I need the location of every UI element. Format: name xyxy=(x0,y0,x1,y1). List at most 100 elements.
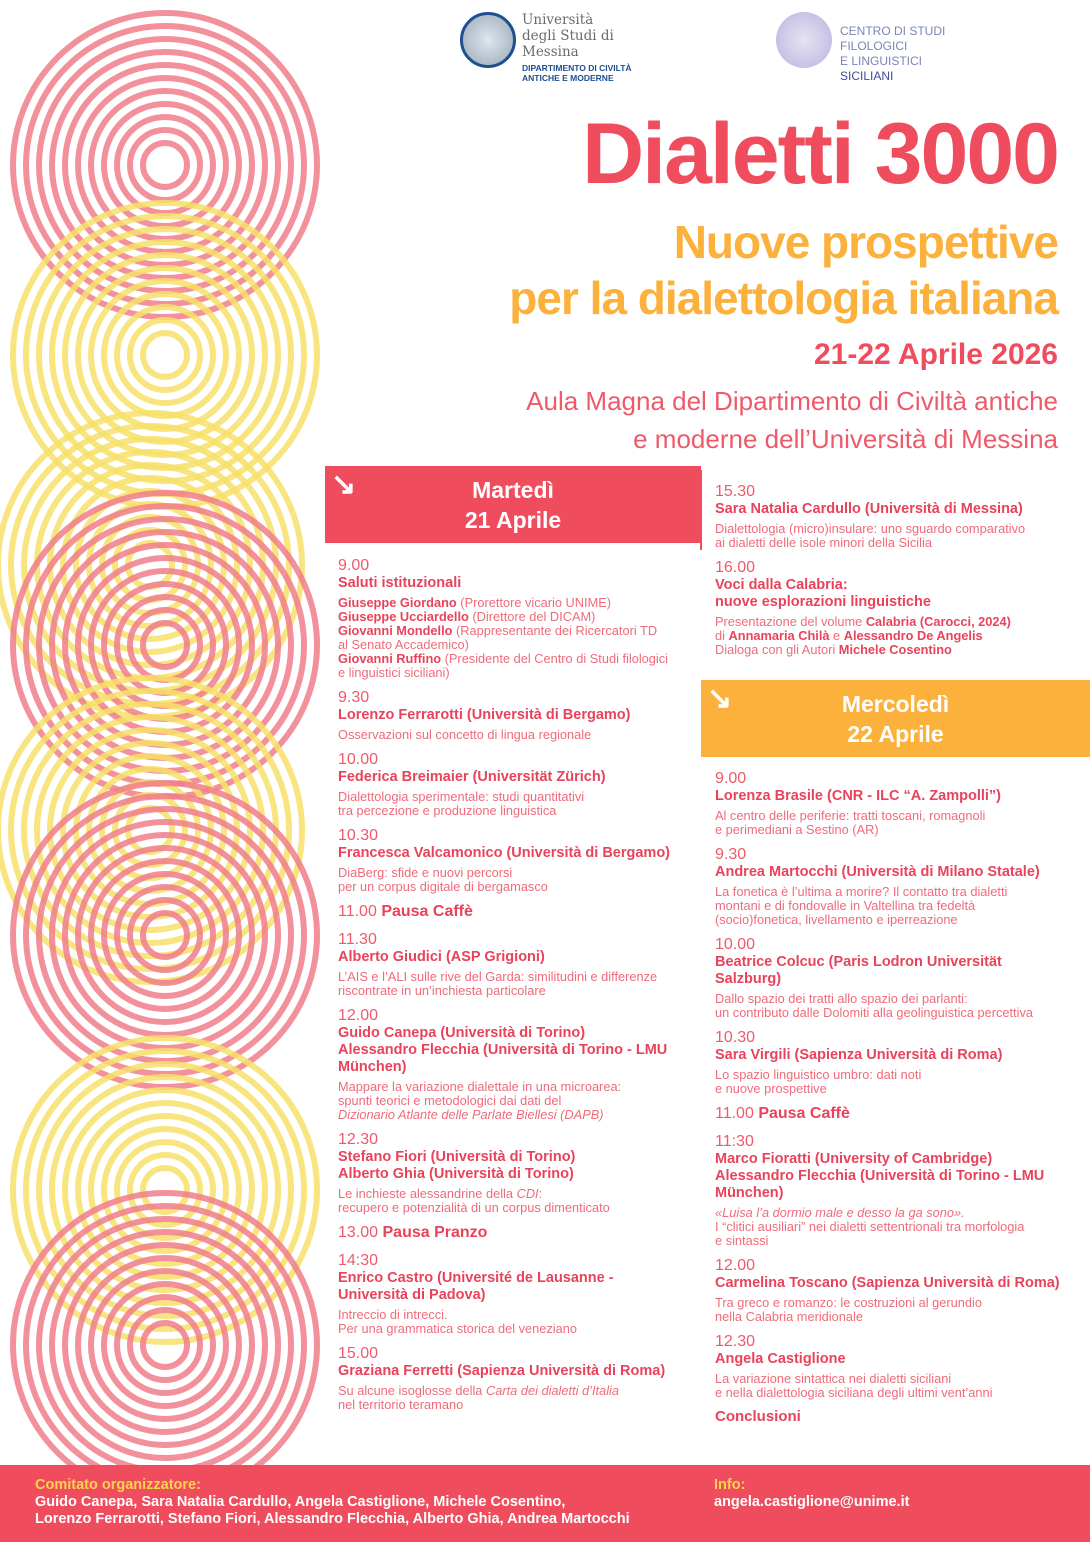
item-title: nuove esplorazioni linguistiche xyxy=(715,594,931,610)
description-line: La fonetica è l’ultima a morire? Il cont… xyxy=(715,885,1085,899)
description-line: Dallo spazio dei tratti allo spazio dei … xyxy=(715,992,1085,1006)
stripe-ring xyxy=(75,1100,255,1280)
centro-line: FILOLOGICI xyxy=(840,39,908,53)
item-time: 12.00 xyxy=(715,1257,756,1274)
description-text: Dialettologia (micro)insulare: uno sguar… xyxy=(715,521,1026,536)
day1-weekday: Martedì xyxy=(472,477,554,503)
schedule-item: 14:30 Enrico Castro (Université de Lausan… xyxy=(338,1251,698,1336)
stripe-ring xyxy=(127,897,203,973)
stripe-ring xyxy=(49,1074,281,1306)
item-title: Francesca Valcamonico (Università di Ber… xyxy=(338,845,671,861)
description-text: e linguistici siciliani) xyxy=(338,665,450,680)
stripe-ring xyxy=(101,291,229,419)
department-name: DIPARTIMENTO DI CIVILTÀ ANTICHE E MODERN… xyxy=(522,63,632,83)
stripe-ring xyxy=(10,10,320,320)
schedule-item: 10.00 Beatrice Colcuc (Paris Lodron Unive… xyxy=(715,935,1085,1020)
description-text: Tra greco e romanzo: le costruzioni al g… xyxy=(715,1295,982,1310)
arrow-down-right-icon: ↘ xyxy=(707,682,733,715)
pause-item: 11.00 Pausa Caffè xyxy=(338,902,698,921)
item-description: La variazione sintattica nei dialetti si… xyxy=(715,1372,1085,1400)
description-line: (socio)fonetica, livellamento e iperreaz… xyxy=(715,913,1085,927)
item-title: Alberto Giudici (ASP Grigioni) xyxy=(338,949,545,965)
stripe-ring xyxy=(10,1035,320,1345)
description-text: (Prorettore vicario UNIME) xyxy=(456,595,612,610)
event-title: Dialetti 3000 xyxy=(582,106,1060,202)
description-text: (Direttore del DICAM) xyxy=(468,609,596,624)
item-title: Università di Padova) xyxy=(338,1287,486,1303)
schedule-item: 12.30 Stefano Fiori (Università di Torino… xyxy=(338,1130,698,1215)
item-description: Lo spazio linguistico umbro: dati noti e … xyxy=(715,1068,1085,1096)
description-line: e sintassi xyxy=(715,1234,1085,1248)
description-text: Le inchieste alessandrine della xyxy=(338,1186,517,1201)
description-text: Lo spazio linguistico umbro: dati noti xyxy=(715,1067,922,1082)
item-time: 9.30 xyxy=(715,846,747,863)
item-title: Federica Breimaier (Universität Zürich) xyxy=(338,769,606,785)
event-subtitle: Nuove prospettive per la dialettologia i… xyxy=(509,214,1059,326)
pause-label: Pausa Caffè xyxy=(381,903,473,920)
description-text: Giuseppe Ucciardello xyxy=(338,609,469,624)
stripe-ring xyxy=(62,832,268,1038)
schedule-item: 9.00 Saluti istituzionali Giuseppe Giordan… xyxy=(338,556,698,680)
item-description: Mappare la variazione dialettale in una … xyxy=(338,1080,698,1122)
description-text: La variazione sintattica nei dialetti si… xyxy=(715,1371,952,1386)
description-text: riscontrate in un’inchiesta particolare xyxy=(338,983,546,998)
stripe-ring xyxy=(127,1307,203,1383)
stripe-ring xyxy=(140,1165,190,1215)
description-text: Annamaria Chilà xyxy=(728,628,830,643)
stripe-ring xyxy=(114,1139,216,1241)
description-line: e linguistici siciliani) xyxy=(338,666,698,680)
description-text: e nella dialettologia siciliana degli ul… xyxy=(715,1385,993,1400)
pause-label: Pausa Caffè xyxy=(758,1105,850,1122)
stripe-ring xyxy=(23,1203,307,1465)
description-text: nella Calabria meridionale xyxy=(715,1309,863,1324)
stripe-ring xyxy=(88,858,242,1012)
footer: Comitato organizzatore: Guido Canepa, Sa… xyxy=(0,1465,1090,1542)
item-title: Stefano Fiori (Università di Torino) xyxy=(338,1149,576,1165)
description-text: spunti teorici e metodologici dai dati d… xyxy=(338,1093,562,1108)
item-title: Sara Virgili (Sapienza Università di Rom… xyxy=(715,1047,1003,1063)
item-time: 9.00 xyxy=(715,770,747,787)
stripe-ring xyxy=(127,317,203,393)
item-description: Dialettologia sperimentale: studi quanti… xyxy=(338,790,698,818)
pause-item: 13.00 Pausa Pranzo xyxy=(338,1223,698,1242)
description-line: Lo spazio linguistico umbro: dati noti xyxy=(715,1068,1085,1082)
item-title: Carmelina Toscano (Sapienza Università d… xyxy=(715,1275,1060,1291)
description-line: «Luisa l’a dormio male e desso la ga son… xyxy=(715,1206,1085,1220)
centro-line: CENTRO DI STUDI xyxy=(840,24,946,38)
centro-line: SICILIANI xyxy=(840,69,894,83)
centro-line: E LINGUISTICI xyxy=(840,54,923,68)
description-line: recupero e potenzialità di un corpus dim… xyxy=(338,1201,698,1215)
university-logo: Università degli Studi di Messina DIPART… xyxy=(460,12,632,83)
description-text: Mappare la variazione dialettale in una … xyxy=(338,1079,622,1094)
day1-schedule: 9.00 Saluti istituzionali Giuseppe Giordan… xyxy=(338,556,698,1420)
description-text: al Senato Accademico) xyxy=(338,637,469,652)
item-time: 16.00 xyxy=(715,559,756,576)
contact-email-link[interactable]: angela.castiglione@unime.it xyxy=(714,1494,910,1510)
item-time: 10.00 xyxy=(338,751,379,768)
schedule-item: 9.00 Lorenza Brasile (CNR - ILC “A. Zampo… xyxy=(715,769,1085,837)
stripe-ring xyxy=(10,1190,320,1465)
item-title: Guido Canepa (Università di Torino) xyxy=(338,1025,586,1041)
committee-line: Guido Canepa, Sara Natalia Cardullo, Ang… xyxy=(35,1494,566,1510)
description-text: CDI xyxy=(516,1186,539,1201)
description-line: riscontrate in un’inchiesta particolare xyxy=(338,984,698,998)
description-line: Giovanni Mondello (Rappresentante dei Ri… xyxy=(338,624,698,638)
description-line: Su alcune isoglosse della Carta dei dial… xyxy=(338,1384,698,1398)
description-text: Giovanni Ruffino xyxy=(338,651,442,666)
venue-line: e moderne dell’Università di Messina xyxy=(633,424,1058,454)
description-line: spunti teorici e metodologici dai dati d… xyxy=(338,1094,698,1108)
description-line: DiaBerg: sfide e nuovi percorsi xyxy=(338,866,698,880)
description-line: Giuseppe Ucciardello (Direttore del DICA… xyxy=(338,610,698,624)
description-line: e nuove prospettive xyxy=(715,1082,1085,1096)
centro-logo: CENTRO DI STUDI FILOLOGICI E LINGUISTICI… xyxy=(776,12,945,84)
item-description: L’AIS e l’ALI sulle rive del Garda: simi… xyxy=(338,970,698,998)
description-text: Giuseppe Giordano xyxy=(338,595,457,610)
day1-date: 21 Aprile xyxy=(464,507,562,533)
stripe-ring xyxy=(34,714,266,946)
description-line: La variazione sintattica nei dialetti si… xyxy=(715,1372,1085,1386)
stripe-ring xyxy=(36,1216,294,1465)
description-line: Per una grammatica storica del veneziano xyxy=(338,1322,698,1336)
university-name: Università degli Studi di Messina xyxy=(522,12,632,60)
description-text: tra percezione e produzione linguistica xyxy=(338,803,557,818)
item-description: Tra greco e romanzo: le costruzioni al g… xyxy=(715,1296,1085,1324)
